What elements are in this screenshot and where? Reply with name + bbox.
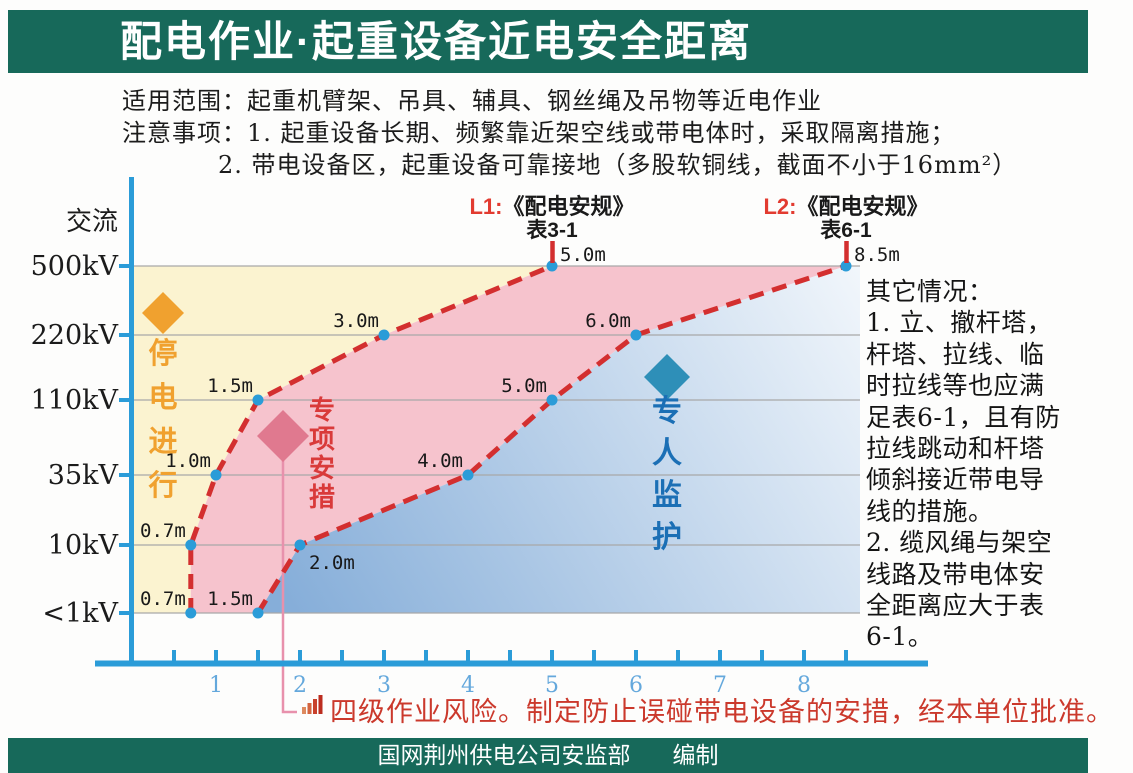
- caution-note-1: 注意事项：1. 起重设备长期、频繁靠近架空线或带电体时，采取隔离措施；: [122, 119, 956, 147]
- zone-label-char: 行: [148, 468, 178, 502]
- series-L1-curve: [188, 263, 553, 613]
- x-tick-label: 1: [209, 673, 223, 698]
- point-label: 2.0m: [309, 552, 355, 574]
- point-label: 5.0m: [560, 244, 606, 266]
- other-cases-note: 其它情况： 1. 立、撤杆塔， 杆塔、拉线、临 时拉线等也应满 足表6-1，且有防 拉线跳…: [866, 276, 1128, 653]
- zone-special-measures-fill: [190, 266, 847, 613]
- data-point: [546, 394, 558, 406]
- data-point: [462, 469, 474, 481]
- zone-label-char: 项: [308, 425, 335, 455]
- data-point: [630, 329, 642, 341]
- data-point: [378, 329, 390, 341]
- footer-suffix: 编制: [672, 742, 719, 768]
- risk-level-note: 四级作业风险。制定防止误碰带电设备的安措，经本单位批准。: [330, 697, 1114, 728]
- data-point: [252, 394, 264, 406]
- zone-special-measures-label: 专项安措: [296, 397, 348, 513]
- zone-dedicated-guardian-label: 专人监护: [637, 391, 697, 559]
- data-point: [840, 260, 852, 272]
- signal-bars-icon: [302, 707, 306, 714]
- ref-table-L1: 表3-1: [526, 219, 578, 242]
- zone-label-char: 停: [148, 336, 178, 370]
- point-label: 0.7m: [140, 520, 186, 542]
- other-cases-line: 线的措施。: [866, 496, 994, 526]
- ref-label-L1: L1:《配电安规》: [469, 194, 634, 219]
- zone-label-char: 专: [308, 396, 335, 426]
- y-category-label: 10kV: [48, 530, 119, 561]
- data-point: [210, 469, 222, 481]
- caution-note-2: 2. 带电设备区，起重设备可靠接地（多股软铜线，截面不小于16mm²）: [218, 151, 1018, 179]
- y-category-label: 35kV: [48, 460, 119, 491]
- y-axis-title: 交流: [66, 207, 118, 237]
- y-category-label: 220kV: [31, 320, 119, 351]
- title-bar: 配电作业·起重设备近电安全距离: [8, 10, 1088, 73]
- zone-label-char: 安: [308, 454, 335, 484]
- scope-note: 适用范围：起重机臂架、吊具、辅具、钢丝绳及吊物等近电作业: [122, 87, 822, 115]
- other-cases-line: 其它情况：: [866, 277, 994, 306]
- x-tick-label: 2: [293, 673, 307, 698]
- other-cases-line: 6-1。: [866, 622, 934, 652]
- other-cases-line: 足表6-1，且有防: [866, 402, 1061, 432]
- y-category-label: <1kV: [42, 598, 118, 629]
- data-point: [252, 607, 264, 619]
- point-label: 4.0m: [417, 450, 463, 472]
- y-category-label: 500kV: [31, 251, 119, 282]
- risk-callout-line: [281, 460, 297, 714]
- zone-label-char: 专: [652, 394, 682, 429]
- page-title: 配电作业·起重设备近电安全距离: [120, 18, 752, 65]
- footer-dept: 国网荆州供电公司安监部: [377, 742, 631, 768]
- zone-label-char: 护: [652, 520, 682, 555]
- y-category-label: 110kV: [31, 385, 119, 416]
- other-cases-line: 全距离应大于表: [866, 591, 1045, 621]
- point-label: 1.5m: [207, 375, 253, 397]
- ref-table-L2: 表6-1: [820, 219, 872, 242]
- other-cases-line: 杆塔、拉线、临: [866, 339, 1045, 369]
- data-point: [546, 260, 558, 272]
- zone-label-char: 监: [652, 478, 682, 513]
- signal-bars-icon: [318, 695, 323, 714]
- other-cases-line: 2. 缆风绳与架空: [866, 528, 1053, 558]
- point-label: 5.0m: [501, 375, 547, 397]
- other-cases-line: 拉线跳动和杆塔: [866, 434, 1045, 464]
- signal-bars-icon: [307, 703, 312, 714]
- other-cases-line: 时拉线等也应满: [866, 371, 1045, 401]
- footer-bar: 国网荆州供电公司安监部 编制: [8, 738, 1088, 773]
- point-label: 6.0m: [585, 310, 631, 332]
- other-cases-line: 1. 立、撤杆塔，: [866, 308, 1053, 338]
- other-cases-line: 线路及带电体安: [866, 559, 1045, 589]
- zone-power-off-diamond: [142, 292, 184, 334]
- zone-label-char: 人: [652, 436, 682, 471]
- ref-label-L2: L2:《配电安规》: [763, 194, 928, 219]
- point-label: 3.0m: [333, 310, 379, 332]
- other-cases-line: 倾斜接近带电导: [866, 465, 1045, 495]
- point-label: 0.7m: [140, 588, 186, 610]
- zone-label-char: 进: [148, 424, 178, 458]
- zone-label-char: 措: [308, 483, 335, 513]
- zone-label-char: 电: [148, 380, 178, 414]
- data-point: [185, 539, 197, 551]
- zone-power-off-label: 停电进行: [134, 331, 192, 507]
- point-label: 8.5m: [854, 244, 900, 266]
- data-point: [185, 607, 197, 619]
- data-point: [294, 539, 306, 551]
- zone-guardian-fill: [258, 266, 860, 613]
- point-label: 1.5m: [207, 588, 253, 610]
- signal-bars-icon: [313, 699, 317, 714]
